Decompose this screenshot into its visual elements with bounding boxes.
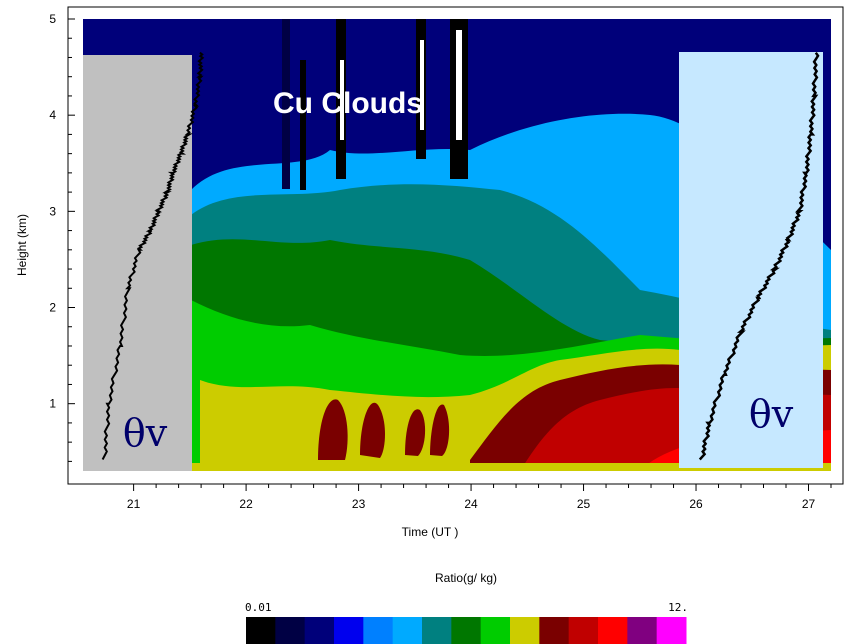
colorbar-swatch bbox=[246, 617, 276, 644]
cloud-column bbox=[340, 60, 344, 140]
cloud-column bbox=[456, 30, 462, 140]
theta-v-left-inset bbox=[83, 55, 192, 471]
x-tick-label: 26 bbox=[689, 497, 703, 511]
y-tick-label: 5 bbox=[49, 12, 56, 26]
x-tick-label: 25 bbox=[577, 497, 591, 511]
red-pocket bbox=[318, 399, 348, 460]
colorbar-swatch bbox=[656, 617, 687, 644]
colorbar bbox=[246, 617, 687, 644]
theta-v-right-profile bbox=[698, 51, 820, 461]
y-axis-ticks: 1 2 3 4 5 bbox=[49, 12, 75, 462]
red-pocket bbox=[430, 404, 450, 456]
colorbar-swatch bbox=[480, 617, 511, 644]
x-tick-label: 21 bbox=[127, 497, 141, 511]
colorbar-swatch bbox=[392, 617, 423, 644]
theta-v-right-inset bbox=[679, 52, 823, 468]
x-axis-label: Time (UT ) bbox=[402, 525, 459, 539]
x-tick-label: 22 bbox=[239, 497, 253, 511]
colorbar-title: Ratio(g/ kg) bbox=[435, 571, 497, 585]
x-tick-label: 23 bbox=[352, 497, 366, 511]
colorbar-min-label: 0.01 bbox=[245, 601, 272, 614]
theta-v-left-label: θv bbox=[123, 411, 168, 455]
heatmap-cloud-columns bbox=[282, 19, 468, 190]
colorbar-swatch bbox=[334, 617, 364, 644]
plot-area bbox=[83, 19, 831, 471]
cloud-column bbox=[420, 40, 424, 130]
cloud-column bbox=[300, 60, 306, 190]
colorbar-swatch bbox=[422, 617, 452, 644]
cloud-column bbox=[282, 19, 290, 189]
colorbar-swatch bbox=[627, 617, 658, 644]
x-tick-label: 24 bbox=[464, 497, 478, 511]
theta-v-right-label: θv bbox=[749, 392, 794, 436]
red-pocket bbox=[405, 409, 426, 456]
red-pocket bbox=[360, 402, 385, 458]
colorbar-swatch bbox=[598, 617, 628, 644]
x-tick-label: 27 bbox=[802, 497, 816, 511]
colorbar-swatch bbox=[568, 617, 599, 644]
colorbar-swatch bbox=[304, 617, 335, 644]
plot-frame bbox=[67, 6, 844, 485]
y-tick-label: 1 bbox=[49, 397, 56, 411]
x-axis-ticks: 21 22 23 24 25 26 27 bbox=[127, 484, 832, 511]
colorbar-swatch bbox=[275, 617, 306, 644]
colorbar-swatch bbox=[510, 617, 540, 644]
colorbar-swatch bbox=[363, 617, 394, 644]
y-tick-label: 3 bbox=[49, 204, 56, 218]
theta-v-left-profile bbox=[101, 51, 205, 460]
y-tick-label: 2 bbox=[49, 301, 56, 315]
colorbar-swatch bbox=[539, 617, 570, 644]
colorbar-max-label: 12. bbox=[668, 601, 688, 614]
colorbar-swatch bbox=[451, 617, 482, 644]
heatmap-lower-red-pockets bbox=[318, 399, 450, 460]
cu-clouds-annotation: Cu Clouds bbox=[273, 87, 423, 120]
y-axis-label: Height (km) bbox=[15, 214, 29, 276]
y-tick-label: 4 bbox=[49, 108, 56, 122]
surface-strip bbox=[83, 463, 831, 471]
